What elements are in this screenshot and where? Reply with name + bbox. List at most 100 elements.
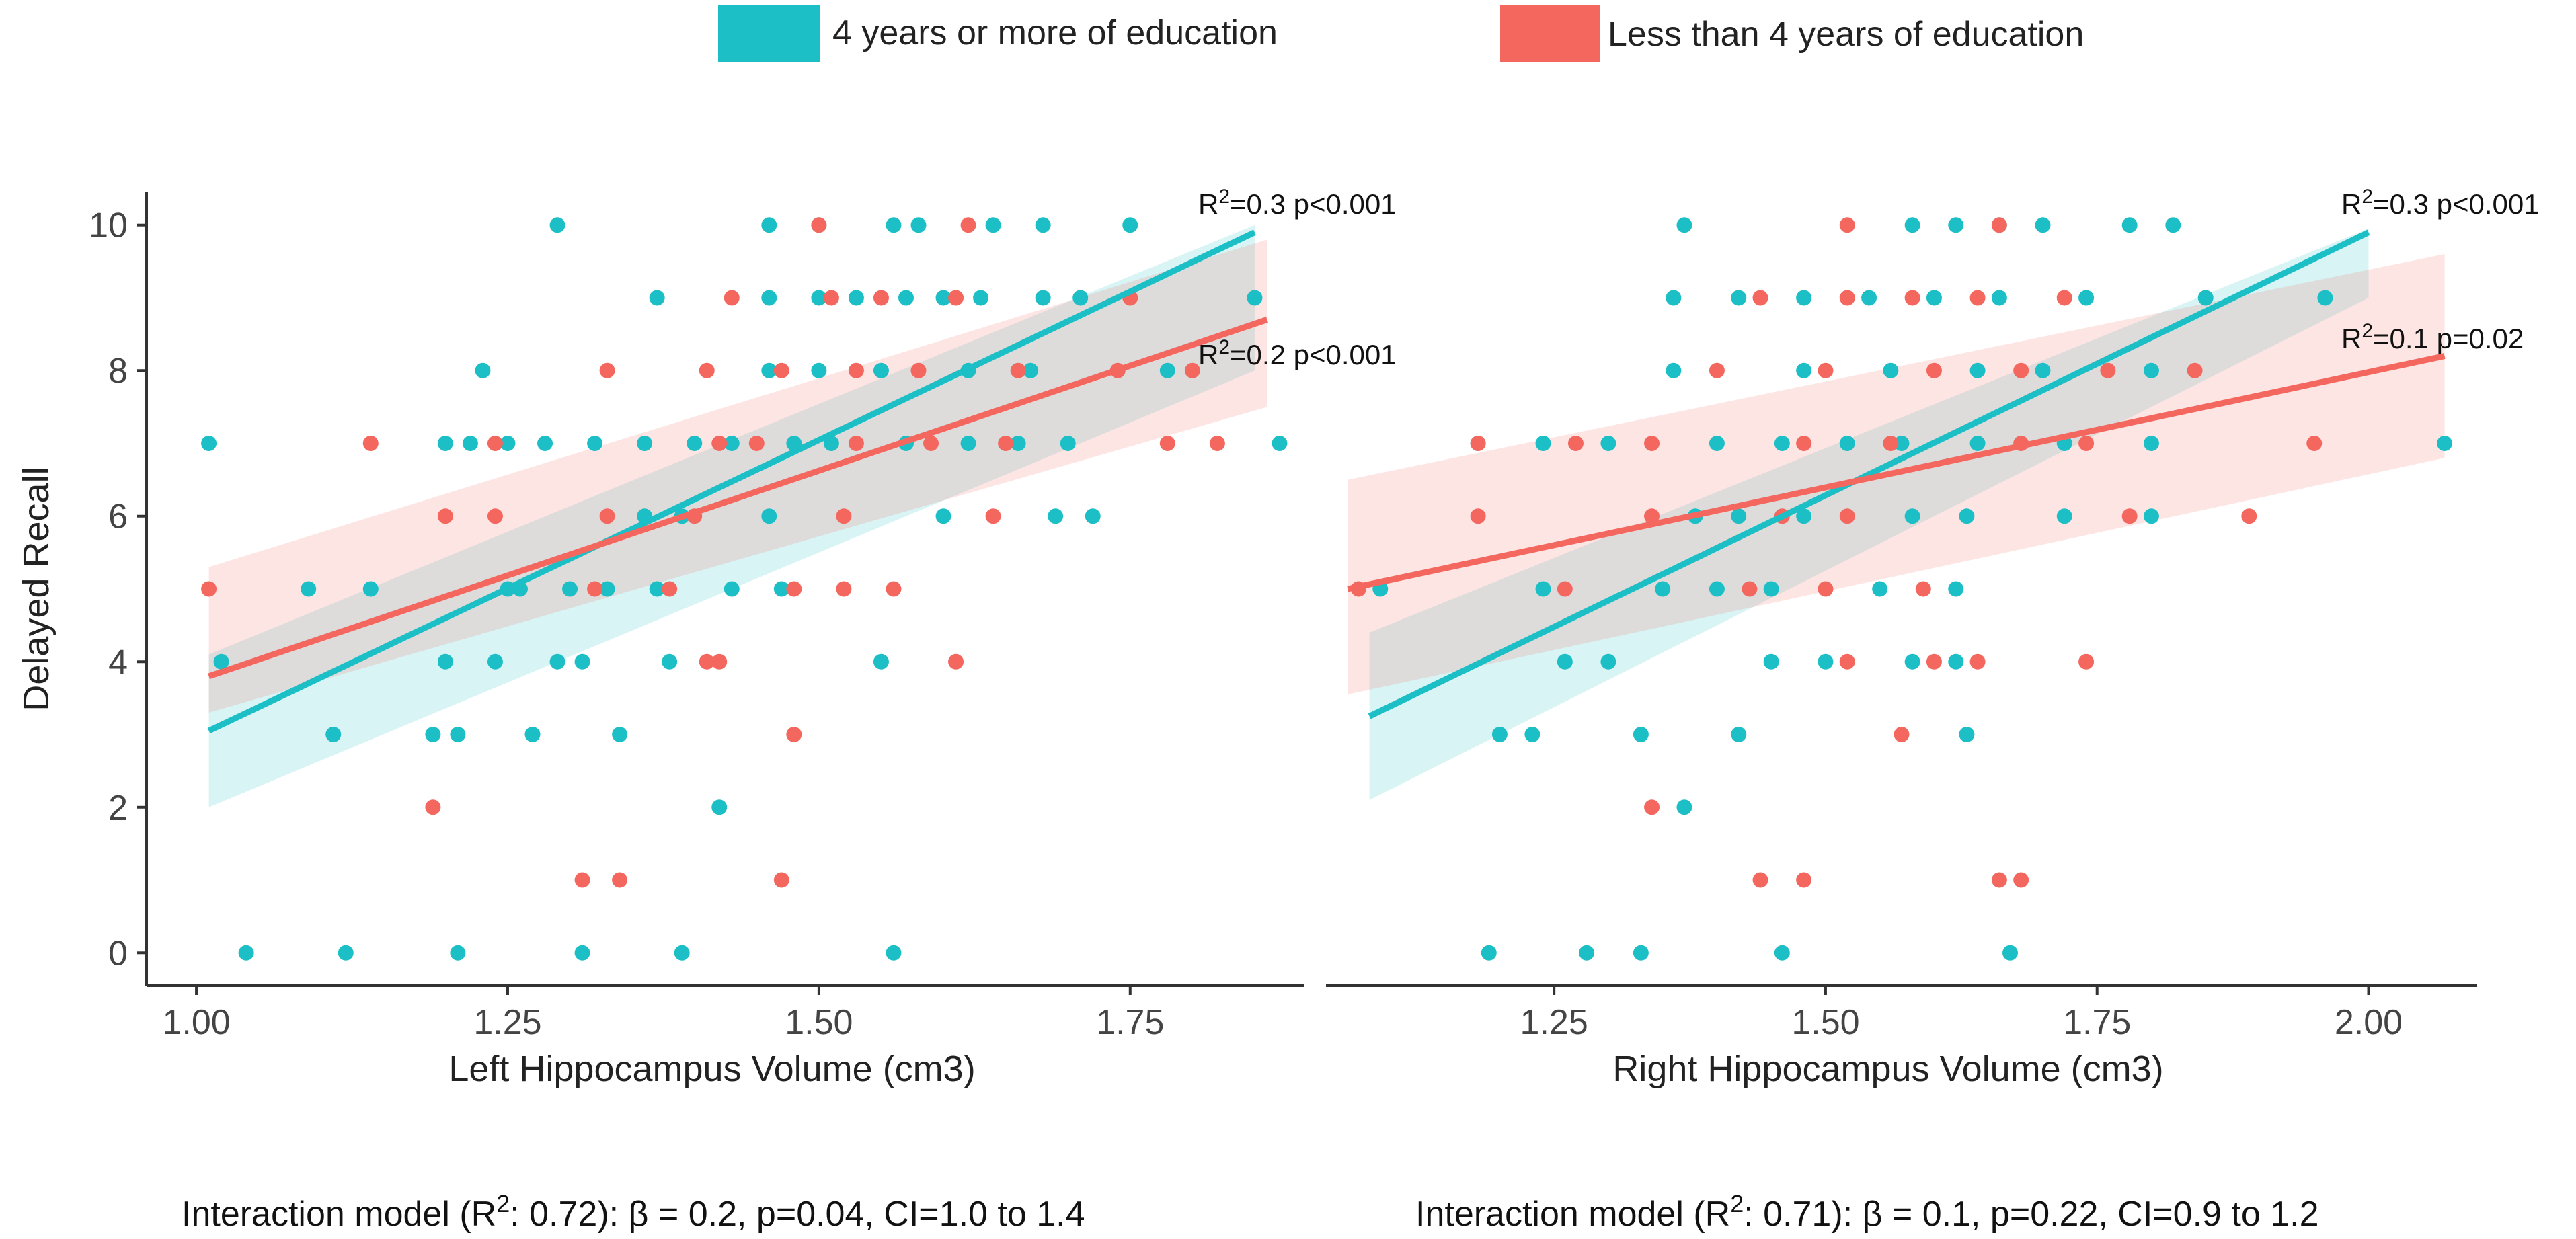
right-point-series-0 — [1926, 290, 1942, 306]
left-point-series-1 — [748, 435, 765, 451]
left-point-series-0 — [935, 508, 951, 524]
right-point-series-0 — [2317, 290, 2333, 306]
left-point-series-0 — [649, 581, 665, 597]
left-point-series-1 — [811, 217, 827, 233]
right-r2-annotation-series-1: R2=0.1 p=0.02 — [2341, 320, 2524, 354]
left-point-series-0 — [649, 290, 665, 306]
left-point-series-0 — [873, 362, 889, 378]
right-point-series-0 — [1883, 362, 1899, 378]
right-point-series-0 — [1524, 727, 1540, 743]
left-point-series-0 — [886, 945, 902, 961]
right-point-series-1 — [1991, 872, 2007, 888]
left-point-series-0 — [711, 799, 728, 815]
right-point-series-0 — [1763, 653, 1779, 670]
left-point-series-0 — [1035, 290, 1051, 306]
right-point-series-0 — [1731, 508, 1747, 524]
right-point-series-0 — [1731, 727, 1747, 743]
right-point-series-0 — [1600, 653, 1616, 670]
right-point-series-1 — [1752, 290, 1768, 306]
right-x-tick-label: 1.25 — [1520, 1003, 1588, 1042]
left-point-series-1 — [662, 581, 678, 597]
left-point-series-1 — [886, 581, 902, 597]
left-interaction-model-note: Interaction model (R2: 0.72): β = 0.2, p… — [182, 1190, 1085, 1234]
right-point-series-0 — [1894, 435, 1910, 451]
right-point-series-0 — [1491, 727, 1508, 743]
right-point-series-0 — [1796, 362, 1812, 378]
left-point-series-0 — [574, 945, 590, 961]
right-point-series-1 — [2306, 435, 2323, 451]
right-point-series-1 — [1644, 508, 1660, 524]
right-point-series-0 — [1676, 217, 1692, 233]
left-point-series-0 — [1085, 508, 1101, 524]
left-point-series-1 — [773, 362, 789, 378]
legend: 4 years or more of education Less than 4… — [718, 5, 2084, 62]
right-point-series-1 — [2078, 435, 2095, 451]
left-point-series-1 — [910, 362, 927, 378]
right-point-series-1 — [1818, 581, 1834, 597]
left-point-series-1 — [773, 872, 789, 888]
right-point-series-0 — [1948, 217, 1964, 233]
left-point-series-0 — [362, 581, 379, 597]
legend-label-low-education: Less than 4 years of education — [1608, 15, 2084, 54]
left-point-series-0 — [612, 727, 628, 743]
right-point-series-1 — [1796, 872, 1812, 888]
right-point-series-1 — [1470, 435, 1486, 451]
left-point-series-0 — [1023, 362, 1039, 378]
right-point-series-0 — [1655, 581, 1671, 597]
right-point-series-1 — [1915, 581, 1931, 597]
left-y-tick-label: 6 — [108, 497, 128, 536]
right-point-series-1 — [1818, 362, 1834, 378]
left-point-series-1 — [948, 290, 964, 306]
annotation-r: R — [2341, 323, 2362, 354]
right-point-series-0 — [1774, 945, 1790, 961]
left-point-series-1 — [786, 581, 802, 597]
right-point-series-0 — [2056, 508, 2072, 524]
left-point-series-1 — [823, 290, 839, 306]
left-point-series-1 — [1159, 435, 1175, 451]
left-point-series-0 — [873, 653, 889, 670]
right-point-series-0 — [1969, 435, 1986, 451]
right-point-series-1 — [1644, 435, 1660, 451]
right-point-series-0 — [1535, 581, 1551, 597]
right-point-series-0 — [1904, 217, 1920, 233]
annotation-superscript: 2 — [2362, 320, 2373, 342]
right-point-series-1 — [1969, 653, 1986, 670]
left-point-series-0 — [201, 435, 217, 451]
left-point-series-1 — [587, 581, 603, 597]
left-point-series-1 — [437, 508, 453, 524]
left-point-series-0 — [1010, 435, 1026, 451]
left-point-series-0 — [898, 290, 914, 306]
left-point-series-1 — [1184, 362, 1200, 378]
right-point-series-1 — [1557, 581, 1573, 597]
left-point-series-0 — [1122, 217, 1138, 233]
right-point-series-1 — [2078, 653, 2095, 670]
left-point-series-0 — [886, 217, 902, 233]
right-fit-line-series-0 — [1368, 229, 2370, 719]
left-point-series-0 — [487, 653, 503, 670]
annotation-value: =0.2 p<0.001 — [1230, 339, 1397, 370]
right-point-series-0 — [1600, 435, 1616, 451]
right-point-series-0 — [2143, 362, 2159, 378]
left-y-tick-label: 0 — [108, 934, 128, 973]
left-point-series-0 — [823, 435, 839, 451]
left-point-series-1 — [711, 653, 728, 670]
right-point-series-1 — [1926, 653, 1942, 670]
left-point-series-1 — [1010, 362, 1026, 378]
left-point-series-0 — [761, 217, 777, 233]
left-r2-annotation-series-1: R2=0.2 p<0.001 — [1198, 336, 1397, 370]
left-x-tick-label: 1.25 — [473, 1003, 541, 1042]
right-note-suffix: : 0.71): β = 0.1, p=0.22, CI=0.9 to 1.2 — [1744, 1195, 2318, 1234]
left-x-axis-title: Left Hippocampus Volume (cm3) — [448, 1049, 975, 1089]
right-point-series-0 — [1818, 653, 1834, 670]
left-point-series-0 — [549, 653, 565, 670]
annotation-superscript: 2 — [2362, 186, 2373, 208]
left-ci-band-series-0 — [208, 225, 1255, 807]
left-point-series-0 — [450, 945, 466, 961]
left-point-series-0 — [674, 945, 690, 961]
right-point-series-0 — [1872, 581, 1888, 597]
left-point-series-0 — [687, 435, 703, 451]
left-point-series-1 — [599, 362, 615, 378]
right-point-series-1 — [1470, 508, 1486, 524]
annotation-superscript: 2 — [1218, 186, 1230, 208]
right-note-superscript: 2 — [1730, 1190, 1744, 1217]
